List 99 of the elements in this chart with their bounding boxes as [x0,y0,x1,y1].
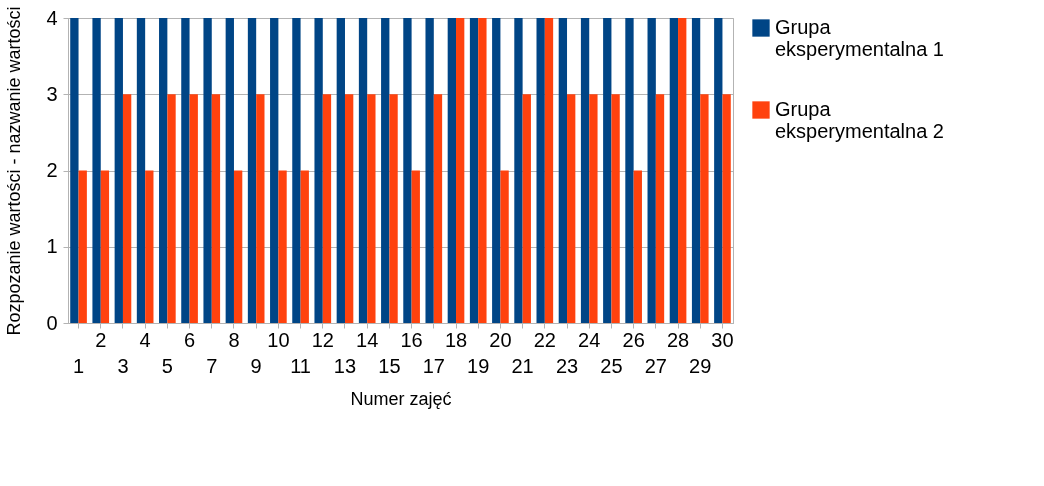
bar [278,170,287,323]
bar [344,94,354,323]
bar [722,94,731,323]
legend-label: Grupa eksperymentalna 2 [775,98,944,142]
x-tick-label: 12 [311,328,334,351]
bar [625,18,634,323]
x-tick-label: 15 [378,354,401,377]
x-tick-label: 18 [444,328,468,351]
bar [589,94,598,323]
y-tick-label: 2 [46,159,58,181]
bar [478,18,487,323]
bar [514,18,523,323]
y-tick-label: 4 [46,6,58,29]
x-tick-label: 23 [555,354,579,377]
bar [100,170,110,323]
bar [678,18,687,323]
bar [633,170,642,323]
legend-label: Grupa eksperymentalna 1 [775,16,944,60]
x-tick-label: 21 [511,354,534,377]
bar [122,94,132,323]
bar [714,18,723,323]
x-tick-label: 24 [578,328,601,351]
x-tick-label: 4 [139,328,151,351]
x-tick-label: 3 [117,354,129,377]
x-tick-label: 6 [184,328,196,351]
bar [114,18,123,323]
bar [256,94,265,323]
bar [336,18,345,323]
bar [691,18,701,323]
bar [381,18,390,323]
x-tick-label: 25 [600,354,623,377]
bar [292,18,301,323]
bar [203,18,212,323]
bar [567,94,576,323]
bar [225,18,234,323]
bar [447,18,457,323]
bar [92,18,101,323]
bar [669,18,679,323]
x-tick-label: 30 [711,328,734,351]
bar [314,18,323,323]
bar [425,18,434,323]
x-tick-label: 26 [622,328,645,351]
bar [211,94,221,323]
x-tick-label: 14 [356,328,379,351]
x-tick-label: 19 [467,354,490,377]
y-tick-label: 3 [46,82,58,105]
x-tick-label: 13 [333,354,357,377]
bar [403,18,412,323]
bar [655,94,665,323]
bar [500,170,509,323]
bar [181,18,190,323]
bar [300,170,309,323]
bar [580,18,590,323]
x-tick-label: 29 [689,354,712,377]
x-tick-label: 17 [422,354,445,377]
x-tick-label: 10 [267,328,290,351]
bar [411,170,420,323]
x-tick-label: 11 [290,354,311,377]
x-tick-label: 2 [95,328,107,351]
bar [167,94,176,323]
bar [456,18,465,323]
x-tick-label: 20 [489,328,512,351]
bar [70,18,79,323]
x-tick-label: 28 [666,328,690,351]
x-tick-label: 1 [72,354,85,377]
bar [78,170,87,323]
bar [492,18,501,323]
bar [611,94,620,323]
x-tick-label: 9 [250,354,262,377]
bar [136,18,146,323]
bar [159,18,168,323]
bar [247,18,257,323]
bar [544,18,554,323]
x-tick-label: 16 [400,328,423,351]
x-axis-title: Numer zajęć [350,388,452,409]
bar [522,94,531,323]
x-tick-label: 5 [161,354,173,377]
bar [469,18,479,323]
y-axis-title: Rozpozanie wartości - nazwanie wartości [4,6,25,336]
x-tick-label: 22 [533,328,556,351]
x-tick-label: 7 [206,354,218,377]
bar [647,18,656,323]
bar [536,18,545,323]
bar [433,94,443,323]
bar [603,18,612,323]
bar [189,94,198,323]
bar [358,18,368,323]
y-tick-label: 1 [46,235,58,258]
bar [270,18,279,323]
bar [700,94,709,323]
bar [322,94,332,323]
bar [145,170,154,323]
x-tick-label: 8 [228,328,240,351]
bar [558,18,568,323]
bar [233,170,243,323]
y-tick-label: 0 [46,311,58,334]
x-tick-label: 27 [644,354,667,377]
bar [367,94,376,323]
bar [389,94,398,323]
